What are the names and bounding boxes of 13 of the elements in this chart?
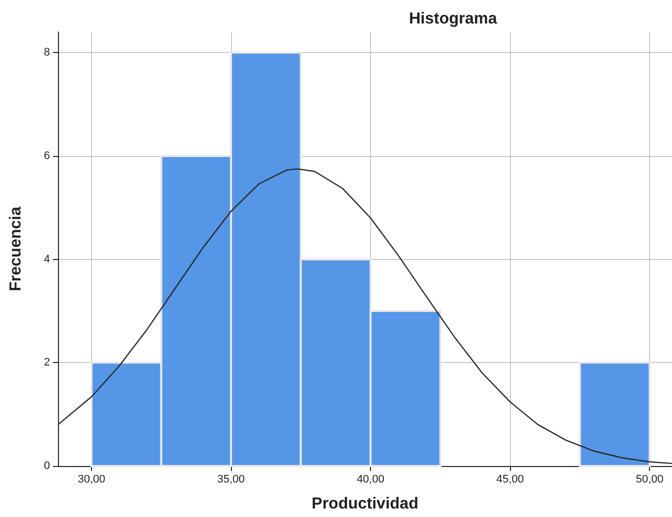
x-axis-title: Productividad: [312, 496, 418, 512]
x-tick-label: 30,00: [78, 474, 106, 486]
chart-title: Histograma: [408, 10, 498, 28]
y-tick-label: 4: [44, 253, 50, 266]
y-tick-label: 6: [44, 150, 50, 162]
y-tick-label: 2: [44, 356, 50, 369]
y-tick-label: 0: [44, 460, 50, 472]
x-tick-label: 40,00: [356, 474, 384, 486]
y-tick-label: 8: [44, 46, 50, 59]
x-tick-label: 35,00: [217, 474, 245, 486]
x-tick-label: 50,00: [636, 474, 664, 486]
y-axis-title: Frecuencia: [8, 206, 24, 292]
x-tick-label: 45,00: [496, 474, 524, 486]
